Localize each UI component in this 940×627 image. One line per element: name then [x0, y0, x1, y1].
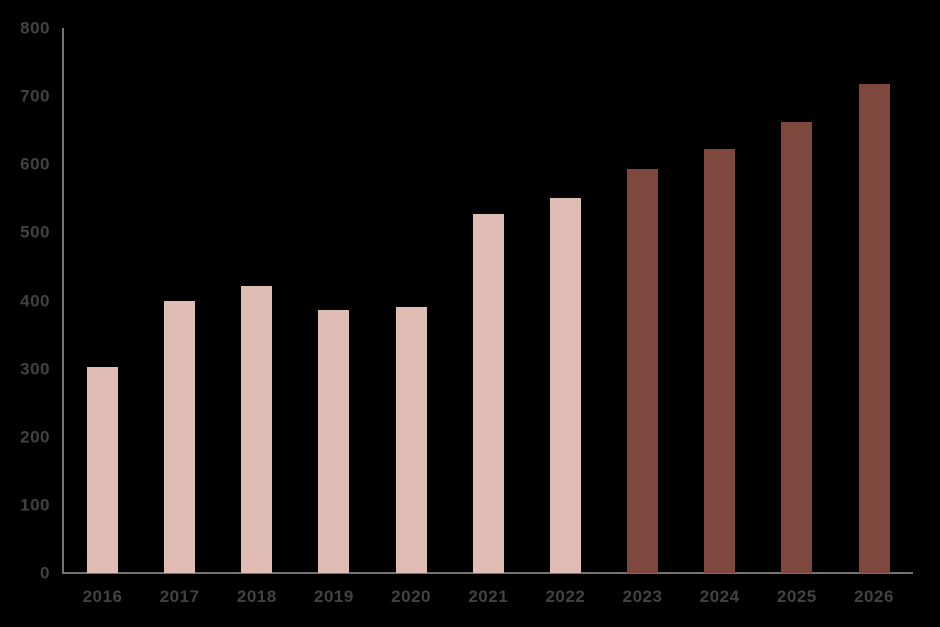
- bar-2016: [87, 366, 118, 573]
- y-tick-label: 700: [20, 86, 50, 106]
- x-tick-label: 2017: [159, 587, 200, 606]
- y-tick-label: 0: [40, 563, 50, 583]
- y-tick-label: 500: [20, 222, 50, 242]
- y-tick-label: 800: [20, 18, 50, 38]
- bar-2017: [164, 300, 196, 573]
- y-tick-label: 300: [20, 359, 50, 379]
- x-tick-label: 2020: [391, 587, 431, 606]
- y-tick-label: 200: [20, 427, 50, 447]
- x-tick-label: 2023: [622, 587, 663, 606]
- x-tick-label: 2022: [545, 587, 586, 606]
- y-tick-label: 600: [20, 154, 50, 174]
- bar-2025: [781, 122, 813, 573]
- y-tick-label: 100: [20, 495, 50, 515]
- bar-2018: [241, 286, 273, 573]
- x-tick-label: 2019: [314, 587, 354, 606]
- bar-2026: [858, 83, 890, 573]
- x-tick-label: 2024: [699, 587, 740, 606]
- x-tick-label: 2018: [236, 587, 277, 606]
- bar-2022: [549, 197, 581, 573]
- bar-2020: [395, 307, 427, 573]
- x-tick-label: 2016: [82, 587, 123, 606]
- y-tick-label: 400: [20, 291, 50, 310]
- bar-2019: [318, 310, 350, 573]
- x-tick-label: 2021: [468, 587, 509, 606]
- x-tick-label: 2025: [776, 587, 817, 606]
- bar-2023: [627, 169, 659, 573]
- x-tick-label: 2026: [854, 587, 894, 606]
- y-axis-line: [62, 28, 64, 574]
- x-axis-line: [62, 572, 913, 574]
- bar-2021: [472, 213, 504, 573]
- bar-2024: [704, 148, 736, 573]
